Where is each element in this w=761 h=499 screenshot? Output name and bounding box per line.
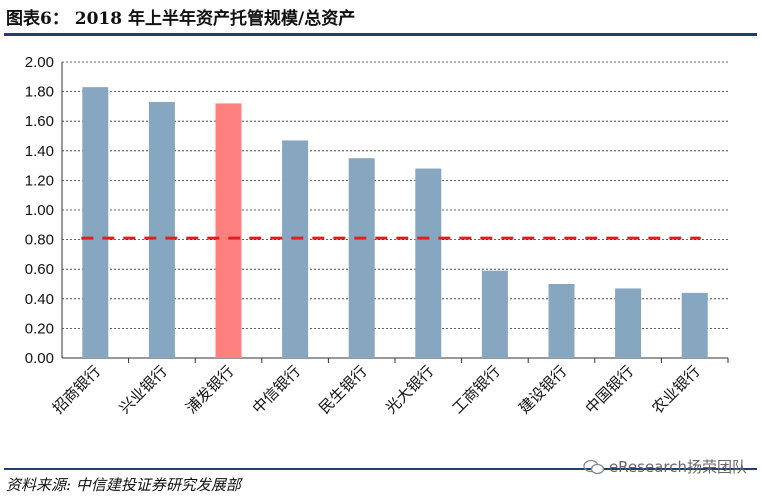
bar [415, 168, 442, 358]
bar [82, 87, 109, 358]
y-tick-label: 1.60 [25, 113, 54, 130]
watermark-text: eResearch扬荣团队 [608, 458, 747, 476]
x-tick-label: 建设银行 [515, 362, 570, 417]
watermark: eResearch扬荣团队 [583, 456, 747, 477]
y-tick-label: 1.80 [25, 84, 54, 101]
x-tick-label: 工商银行 [449, 362, 504, 417]
y-tick-label: 1.20 [25, 172, 54, 189]
y-tick-label: 1.00 [25, 202, 54, 219]
x-tick-label: 浦发银行 [182, 362, 237, 417]
bar [348, 158, 375, 358]
source-note: 资料来源: 中信建投证券研究发展部 [6, 476, 241, 494]
x-tick-label: 中信银行 [249, 362, 304, 417]
y-tick-label: 0.40 [25, 291, 54, 308]
x-tick-label: 招商银行 [49, 362, 104, 417]
bar [548, 284, 575, 358]
x-tick-label: 中国银行 [582, 362, 637, 417]
bar [681, 292, 708, 358]
bar [148, 101, 175, 359]
bar [215, 103, 242, 358]
y-tick-label: 0.20 [25, 320, 54, 337]
y-tick-label: 1.40 [25, 143, 54, 160]
x-tick-label: 光大银行 [382, 362, 437, 417]
y-tick-label: 0.00 [25, 350, 54, 367]
title-rule [4, 33, 757, 36]
y-tick-label: 2.00 [25, 54, 54, 71]
x-tick-label: 兴业银行 [116, 362, 171, 417]
bar [282, 140, 309, 358]
wechat-icon [583, 459, 605, 474]
x-tick-label: 农业银行 [648, 362, 703, 417]
footer-rule [4, 468, 757, 470]
chart-title: 图表6： 2018 年上半年资产托管规模/总资产 [6, 9, 356, 29]
bar [615, 288, 642, 358]
bar-chart: 0.00 0.20 0.40 0.60 0.80 1.00 1.20 1.40 1.60 1.80… [25, 54, 729, 417]
x-tick-label: 民生银行 [315, 362, 370, 417]
y-tick-label: 0.80 [25, 232, 54, 249]
bar [481, 270, 508, 358]
y-tick-label: 0.60 [25, 261, 54, 278]
